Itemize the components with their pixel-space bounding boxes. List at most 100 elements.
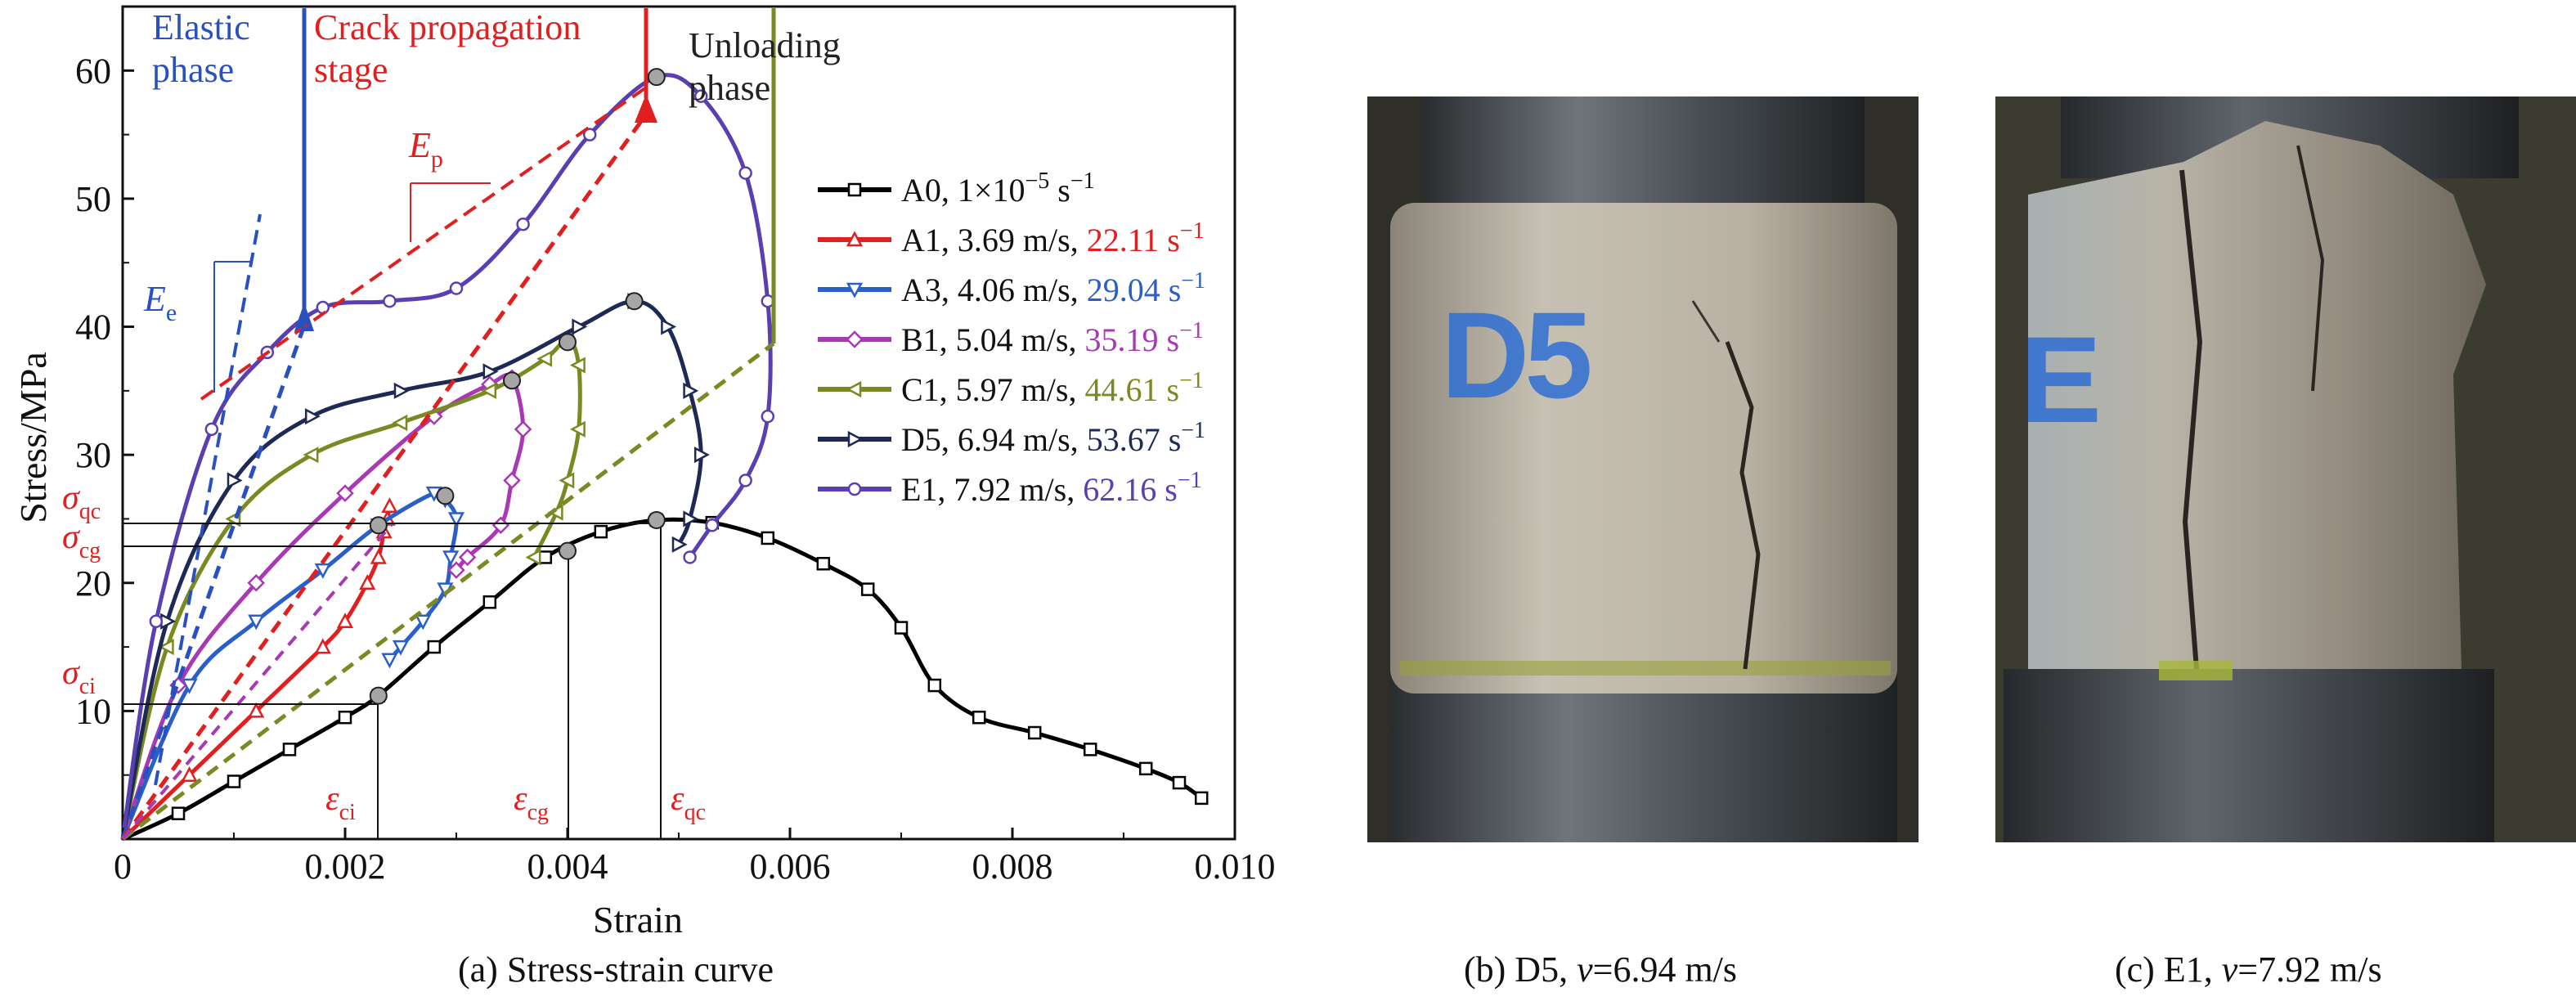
x-tick-label-5: 0.010	[1195, 846, 1276, 887]
text-layer: Elastic phase Crack propagation stage Un…	[12, 7, 841, 940]
annotation-layer	[120, 8, 776, 841]
data-point-d5-10	[693, 447, 710, 464]
data-point-a3-3	[314, 563, 331, 579]
data-point-a0-21	[1172, 775, 1187, 790]
data-point-e1-1	[149, 614, 164, 629]
data-point-c1-9	[569, 420, 586, 438]
series-d5	[120, 293, 710, 840]
data-point-e1-14	[738, 474, 752, 487]
data-point-d5-6	[572, 318, 588, 335]
legend-marker-c1	[846, 380, 862, 398]
data-point-e1-10	[693, 89, 708, 103]
series-line-e1	[120, 73, 773, 840]
elastic-divider-arrow	[294, 303, 314, 331]
eps-cg-label: εcg	[514, 780, 549, 825]
unload-label-1: Unloading	[689, 25, 841, 65]
elastic-label-1: Elastic	[152, 7, 250, 47]
y-axis-label: Stress/MPa	[12, 352, 54, 523]
data-point-c1-6	[536, 350, 553, 367]
tick-layer: 0 0.002 0.004 0.006 0.008 0.010 10 20 30 40 50 60	[75, 51, 1276, 887]
data-point-d5-8	[661, 318, 677, 335]
legend-marker-b1	[846, 330, 864, 348]
data-point-d5-12	[671, 536, 688, 553]
y-tick-label-1: 20	[75, 563, 111, 604]
data-point-a3-8	[442, 550, 460, 567]
series-line-b1	[120, 372, 526, 840]
legend-marker-a0	[847, 182, 862, 197]
data-point-a0-7	[482, 595, 497, 609]
data-point-a1-6	[370, 548, 387, 564]
ep-label: Ep	[408, 125, 443, 173]
data-point-a0-3	[282, 743, 297, 756]
data-point-a3-7	[447, 512, 465, 528]
data-point-d5-5	[482, 363, 499, 380]
series-line-a1	[121, 505, 392, 841]
data-point-b1-8	[503, 471, 521, 490]
key-point-1	[559, 541, 577, 560]
legend-label-b1: B1, 5.04 m/s, 35.19 s−1	[901, 318, 1204, 358]
data-point-e1-13	[761, 409, 775, 424]
a1-dash-2	[120, 113, 648, 841]
series-a1	[121, 497, 398, 841]
data-point-a0-13	[816, 557, 831, 571]
y-tick-label-3: 40	[75, 307, 111, 348]
data-point-b1-10	[458, 548, 477, 567]
data-point-a1-1	[181, 766, 198, 782]
photo-d5: D5	[1367, 97, 1919, 842]
data-point-e1-6	[449, 281, 464, 295]
legend-label-d5: D5, 6.94 m/s, 53.67 s−1	[901, 418, 1205, 458]
sigma-qc-label: σqc	[62, 479, 101, 524]
legend: A0, 1×10−5 s−1 A1, 3.69 m/s, 22.11 s−1 A3,…	[818, 168, 1205, 508]
legend-label-a3: A3, 4.06 m/s, 29.04 s−1	[901, 268, 1205, 308]
legend-label-c1: C1, 5.97 m/s, 44.61 s−1	[901, 368, 1204, 408]
eps-qc-label: εqc	[671, 780, 706, 825]
key-point-7	[625, 292, 644, 311]
key-point-8	[647, 68, 666, 87]
data-point-a0-17	[972, 710, 986, 725]
legend-label-a1: A1, 3.69 m/s, 22.11 s−1	[901, 218, 1205, 258]
y-tick-label-0: 10	[75, 691, 111, 731]
unload-label-2: phase	[689, 68, 770, 108]
key-point-0	[369, 686, 388, 705]
caption-a: (a) Stress-strain curve	[458, 949, 774, 990]
data-point-c1-12	[525, 549, 541, 566]
data-point-d5-4	[393, 382, 410, 399]
data-point-a1-3	[314, 638, 331, 654]
a1-dash-3	[121, 342, 775, 841]
data-point-e1-11	[738, 166, 752, 180]
data-point-c1-1	[158, 638, 174, 656]
data-point-e1-4	[316, 300, 330, 315]
data-point-a1-4	[336, 613, 354, 629]
x-tick-label-3: 0.006	[750, 846, 831, 887]
y-tick-label-5: 60	[75, 51, 111, 91]
d5-sample-marking: D5	[1441, 286, 1593, 424]
data-point-b1-7	[514, 420, 532, 438]
data-point-a1-9	[381, 497, 398, 514]
data-point-c1-5	[481, 382, 497, 399]
data-point-b1-3	[336, 484, 354, 502]
data-point-a0-15	[894, 621, 909, 635]
series-line-a0	[121, 517, 1203, 842]
data-point-c1-8	[569, 357, 586, 374]
y-tick-label-2: 30	[75, 435, 111, 475]
crack-label-1: Crack propagation	[314, 7, 581, 47]
key-point-3	[369, 516, 388, 535]
key-point-6	[559, 333, 577, 352]
series-line-c1	[120, 337, 582, 840]
key-point-4	[436, 487, 455, 505]
crack-divider-arrow	[635, 94, 657, 123]
data-point-a0-20	[1138, 761, 1153, 776]
key-point-5	[503, 371, 521, 390]
photo-e1-drawing	[1995, 97, 2576, 842]
a1-dash-4	[121, 522, 394, 841]
data-point-d5-9	[683, 382, 699, 399]
data-point-a0-16	[927, 678, 942, 693]
x-tick-label-1: 0.002	[305, 846, 386, 887]
data-point-b1-11	[447, 561, 465, 579]
photo-e1: E	[1995, 97, 2576, 842]
data-point-b1-2	[247, 574, 265, 592]
data-point-e1-2	[204, 422, 219, 437]
legend-marker-d5	[847, 430, 864, 448]
data-point-a0-18	[1027, 725, 1042, 740]
stress-strain-chart: 0 0.002 0.004 0.006 0.008 0.010 10 20 30 40 50 60 E…	[12, 5, 1276, 940]
